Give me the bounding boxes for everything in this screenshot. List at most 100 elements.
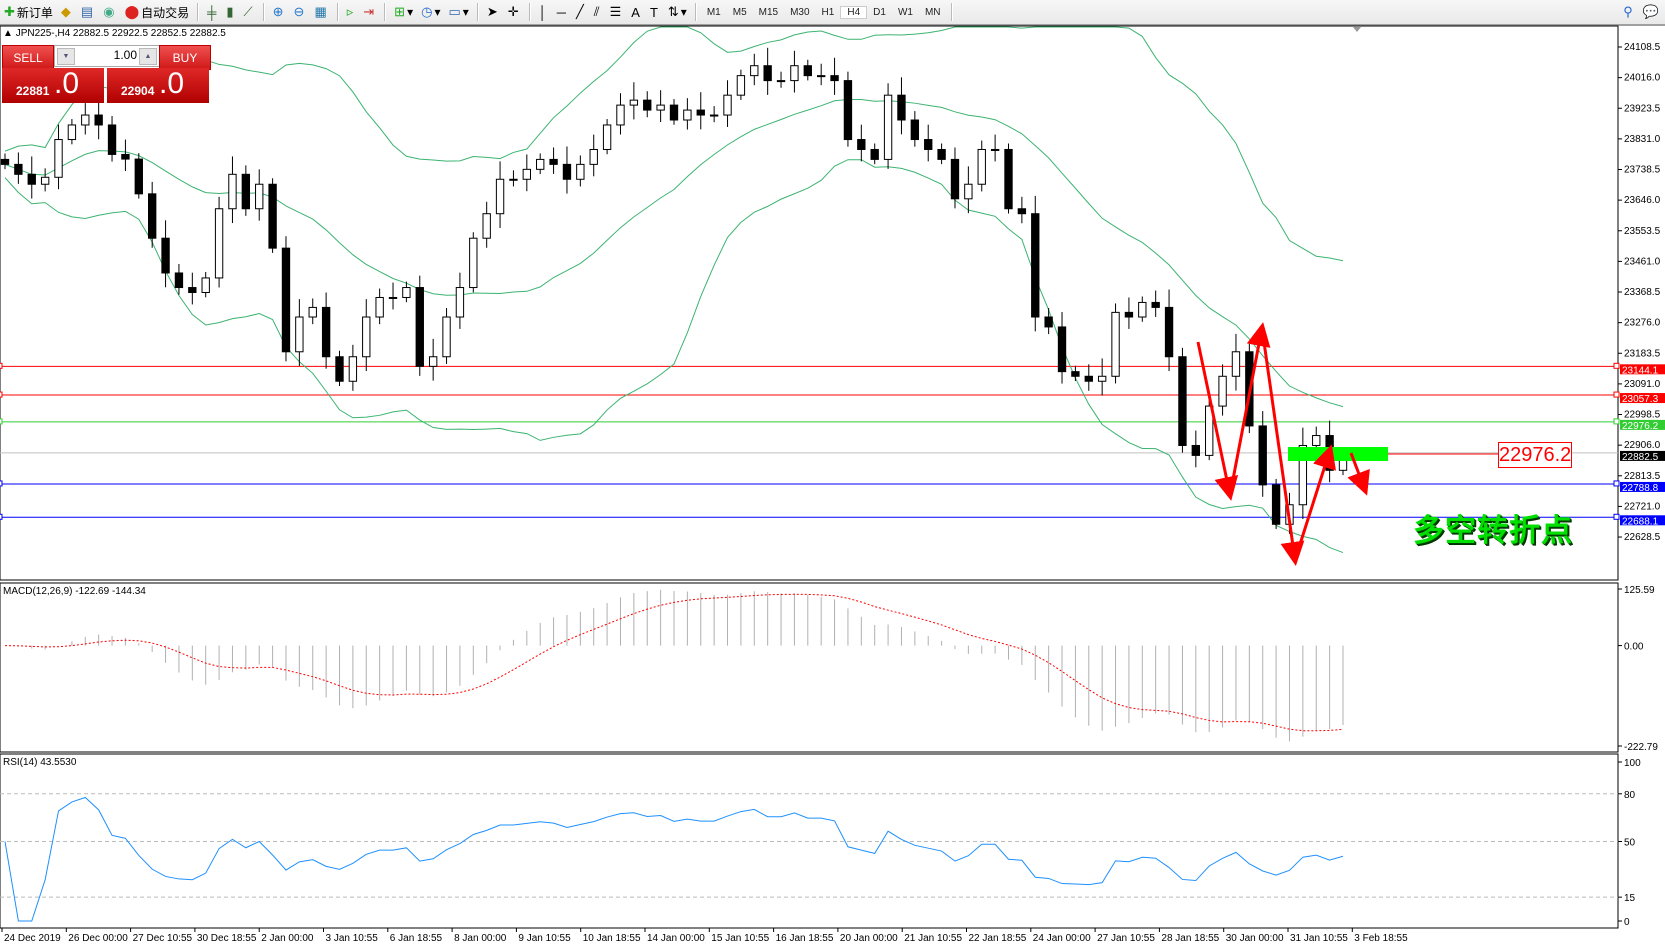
timeframe-d1[interactable]: D1 [873,6,886,18]
candle-body [161,237,170,274]
auto-scroll-button[interactable]: ▹ [343,2,360,22]
timeframe-h1[interactable]: H1 [821,6,835,18]
candle-body [509,178,518,181]
candle-body [1071,371,1080,377]
zoom-out-button[interactable]: ⊖ [290,2,311,22]
chat-button[interactable]: 💬 [1639,2,1665,22]
gold-bar-icon: ◆ [60,4,71,19]
divider [476,3,479,21]
candle-body [990,148,1000,151]
candle-body [415,287,424,367]
time-tick-label: 21 Jan 10:55 [904,933,962,944]
bar-chart-icon: ╪ [207,4,217,20]
level-handle [1613,391,1620,398]
rsi-tick-label: 80 [1624,790,1636,801]
crosshair-button[interactable]: ✛ [504,2,525,22]
trendline-button[interactable]: ╱ [572,2,590,22]
search-button[interactable]: ⚲ [1619,2,1639,22]
candle-body [241,173,251,210]
timeframe-m15[interactable]: M15 [758,6,779,18]
macd-tick-label: -222.79 [1624,742,1658,753]
horizontal-line-button[interactable]: ─ [553,2,572,22]
divider [197,3,200,21]
candle-body [40,176,50,185]
text-button[interactable]: A [627,2,646,22]
periods-button[interactable]: ◷ ▾ [421,4,441,19]
template-icon: ▭ [448,4,461,19]
level-handle [0,418,3,425]
fibonacci-button[interactable]: ☰ [606,2,628,22]
search-icon: ⚲ [1623,4,1633,19]
candle-body [375,296,384,318]
level-handle [0,513,3,520]
candle-body [870,148,879,160]
timeframe-m30[interactable]: M30 [790,6,810,18]
candle-body [1124,311,1134,318]
text-icon: A [631,4,640,20]
new-order-button[interactable]: ✚ 新订单 [4,4,53,20]
candle-body [1084,375,1093,382]
candlestick-button[interactable]: ▮ [222,2,239,22]
lot-decrease-button[interactable]: ▼ [57,48,75,65]
vertical-line-button[interactable]: │ [535,2,553,22]
chart-shift-marker [1353,27,1361,32]
candle-body [536,158,545,170]
timeframe-m1[interactable]: M1 [706,6,721,18]
level-price-label: 23144.1 [1622,365,1659,376]
timeframe-h4[interactable]: H4 [840,5,868,19]
chart-header: ▲ JPN225-,H4 22882.5 22922.5 22852.5 228… [3,28,226,39]
divider [694,3,697,21]
price-tick-label: 23183.5 [1624,348,1661,359]
divider [528,3,531,21]
candle-body [214,208,224,279]
timeframe-w1[interactable]: W1 [897,6,913,18]
candle-body [308,306,317,318]
navigator-button[interactable]: ▤ [77,2,99,22]
templates-button[interactable]: ▭ ▾ [448,4,469,19]
lot-increase-button[interactable]: ▲ [139,48,157,65]
buy-price[interactable]: 22904.0 [107,67,209,103]
chart-shift-button[interactable]: ⇥ [359,2,380,22]
line-chart-button[interactable]: ⟋ [240,2,259,22]
candle-body [549,158,558,165]
level-price-tag [1620,450,1665,461]
zoom-in-button[interactable]: ⊕ [269,2,290,22]
price-tick-label: 23738.5 [1624,165,1661,176]
sell-button[interactable]: SELL [2,45,54,70]
auto-trading-button[interactable]: ⬤ 自动交易 [124,4,190,20]
time-tick-label: 31 Jan 10:55 [1290,933,1348,944]
candle-body [402,287,411,298]
printer-icon: ▤ [80,4,94,19]
divider [950,3,953,21]
price-label-annotation[interactable]: 22976.2 [1498,442,1572,468]
tile-icon: ▦ [314,4,327,19]
arrows-button[interactable]: ⇅ ▾ [667,4,687,19]
lot-size-input[interactable]: ▼ 1.00 ▲ [54,45,160,67]
indicators-button[interactable]: ⊞ ▾ [394,4,414,19]
cursor-icon: ➤ [486,4,498,19]
market-watch-button[interactable]: ◆ [57,2,77,22]
text-label-button[interactable]: T [646,2,664,22]
timeframe-m5[interactable]: M5 [732,6,747,18]
bar-chart-button[interactable]: ╪ [203,2,222,22]
signals-button[interactable]: ◉ [99,2,120,22]
cursor-button[interactable]: ➤ [483,2,504,22]
candle-body [709,114,719,117]
level-handle [1613,513,1620,520]
line-chart-icon: ⟋ [243,4,253,19]
tile-windows-button[interactable]: ▦ [310,2,332,22]
sell-price[interactable]: 22881.0 [2,67,104,103]
candle-body [1191,444,1200,456]
timeframe-mn[interactable]: MN [924,6,941,18]
candle-body [1231,351,1241,377]
candle-body [281,247,291,353]
time-tick-label: 30 Dec 18:55 [197,933,257,944]
candle-body [522,168,531,180]
candle-body [1178,356,1187,446]
equidistant-channel-button[interactable]: ⫽ [590,2,606,22]
time-tick-label: 28 Jan 18:55 [1161,933,1219,944]
candle-body [295,316,304,353]
annotation-text[interactable]: 多空转折点 [1413,513,1573,549]
candle-body [1111,311,1120,377]
